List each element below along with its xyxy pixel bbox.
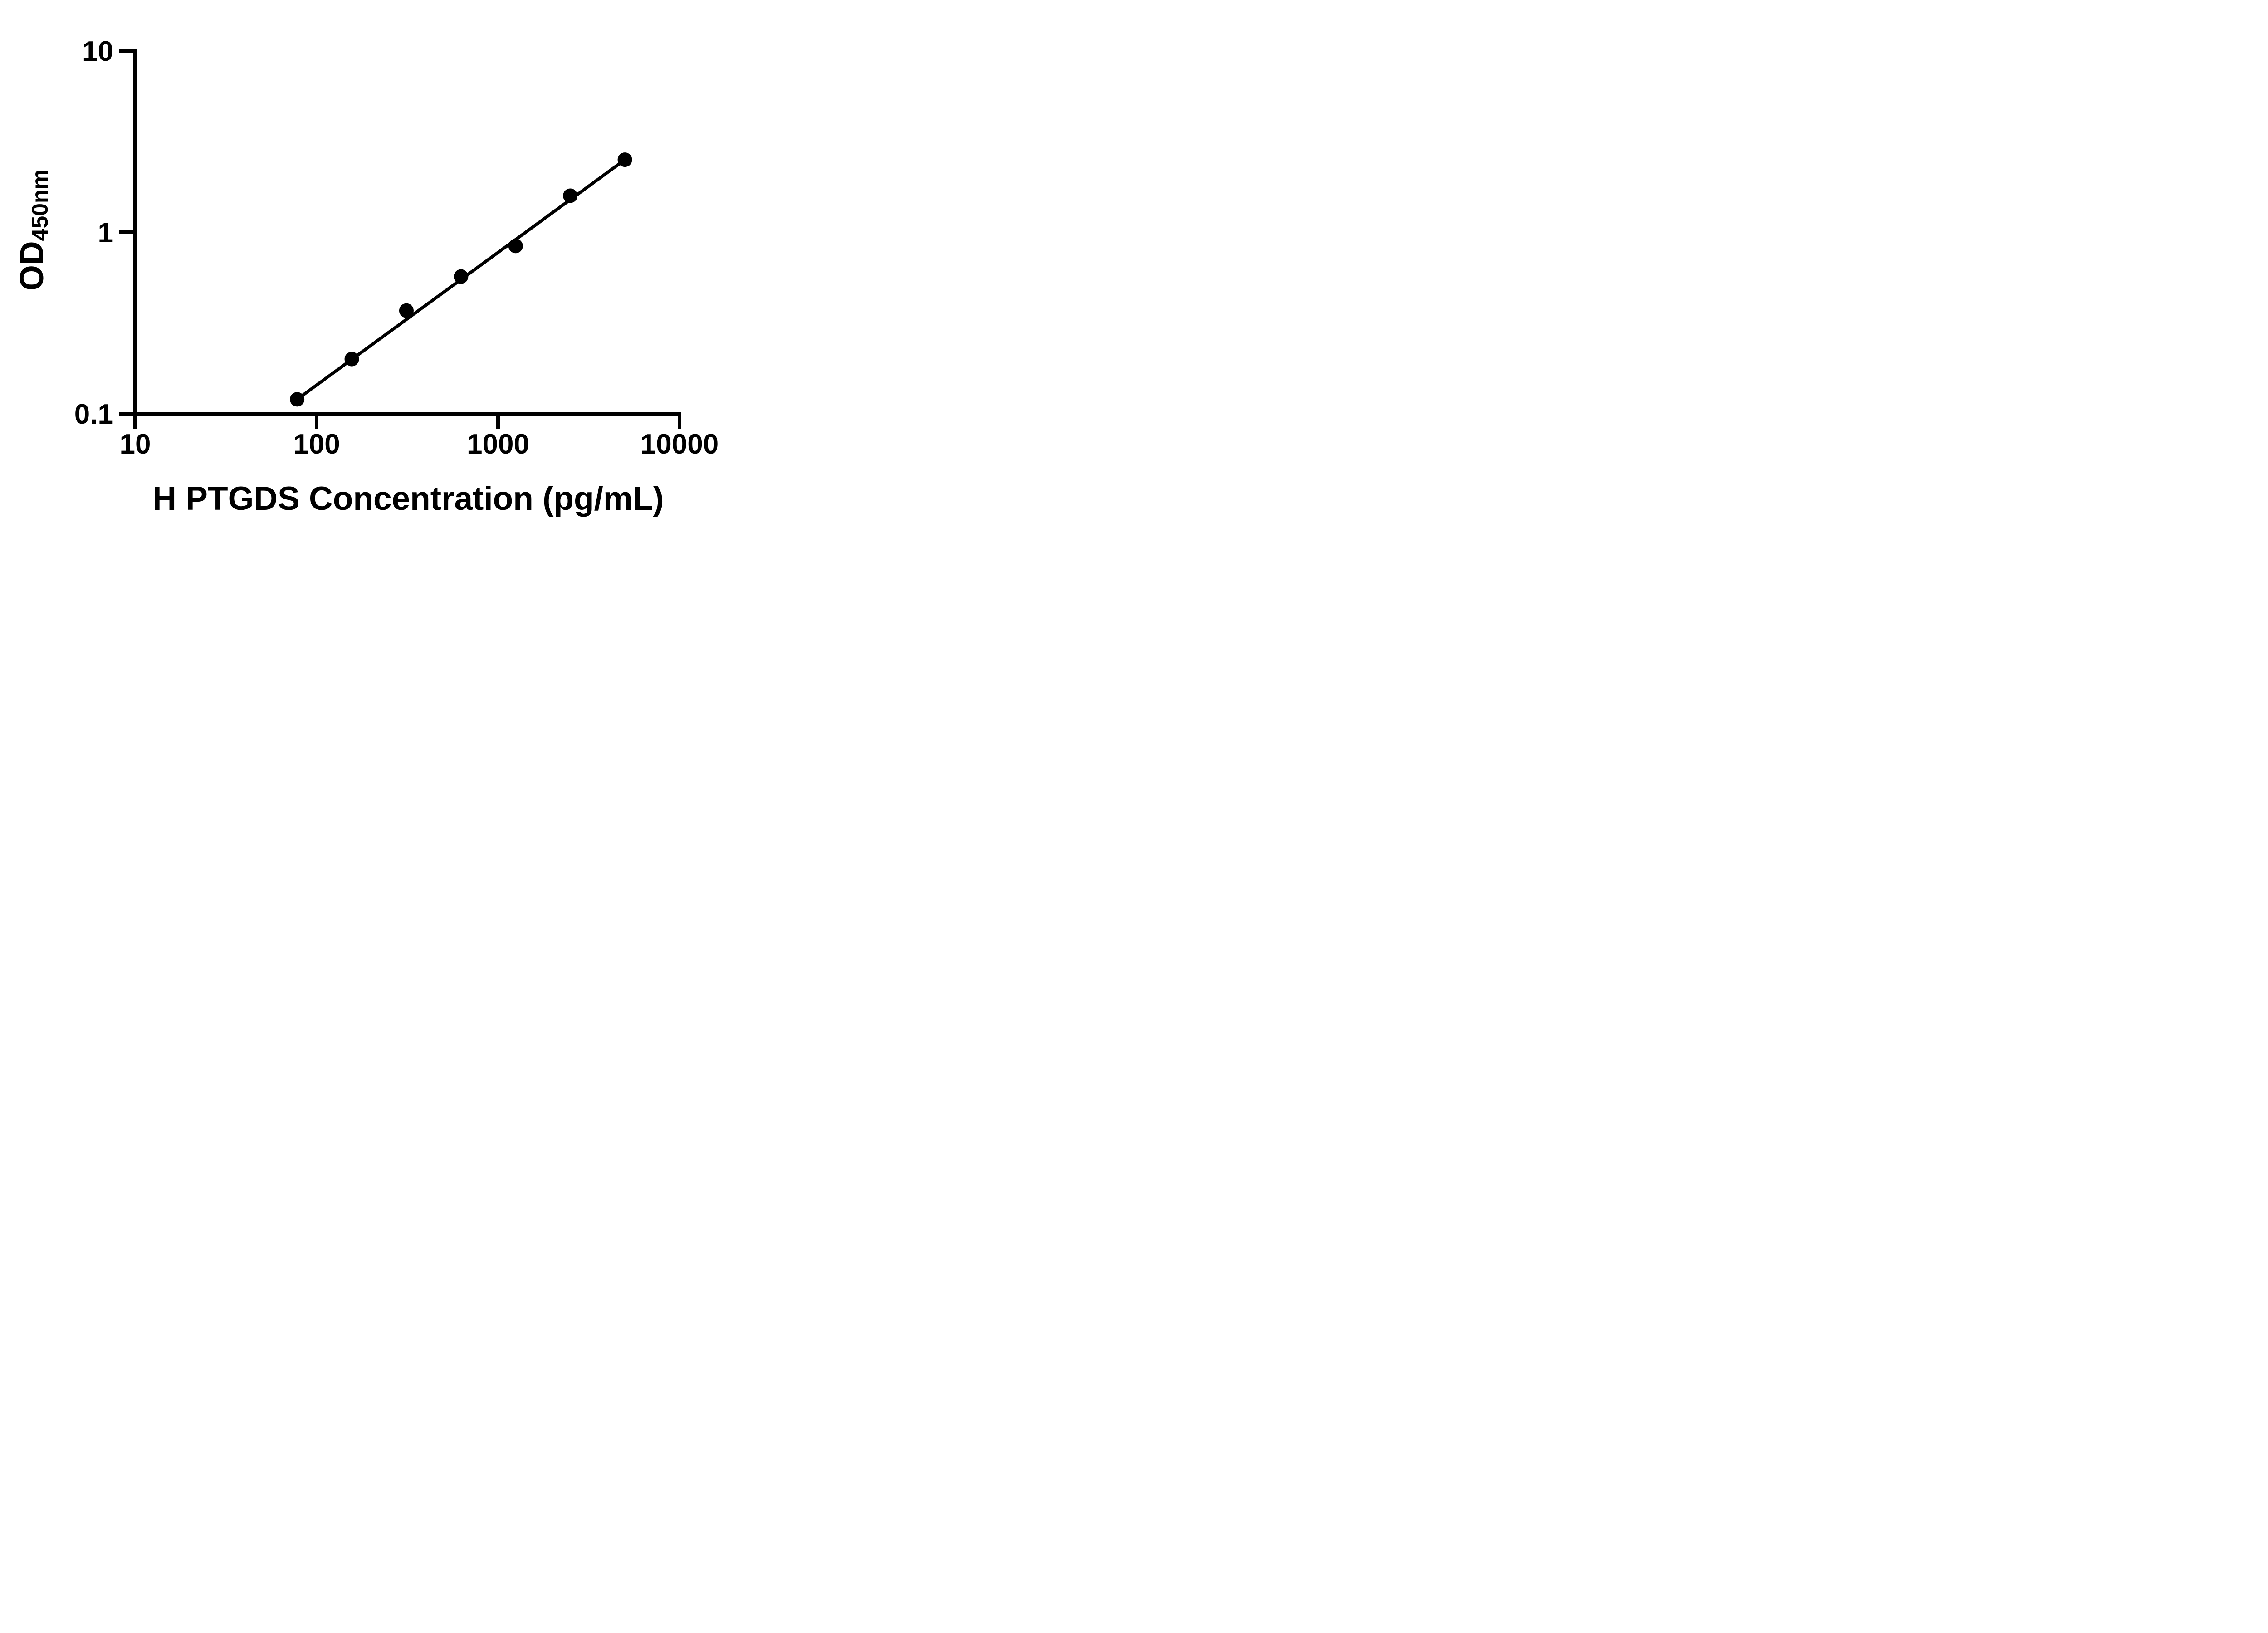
tick-marks xyxy=(119,49,681,429)
axes xyxy=(133,49,681,429)
y-tick-label: 10 xyxy=(82,36,113,67)
x-tick-label: 10000 xyxy=(640,429,719,460)
data-point xyxy=(290,392,305,407)
data-point xyxy=(344,352,359,367)
x-axis-title: H PTGDS Concentration (pg/mL) xyxy=(152,480,664,517)
data-point xyxy=(399,303,414,318)
y-tick-label: 1 xyxy=(98,217,113,249)
data-points xyxy=(290,152,632,407)
y-tick-label: 0.1 xyxy=(74,399,113,430)
y-axis-title-subscript: 450nm xyxy=(27,169,53,241)
data-point xyxy=(508,239,523,254)
x-tick-label: 10 xyxy=(120,429,151,460)
x-tick-label: 100 xyxy=(293,429,340,460)
y-axis-title-main: OD xyxy=(14,241,50,291)
data-point xyxy=(563,188,578,203)
data-point xyxy=(454,269,469,284)
y-axis-title: OD450nm xyxy=(14,169,53,291)
elisa-standard-curve-figure: 10 1 0.1 10 100 1000 10000 H PTGDS Concentrati… xyxy=(0,0,763,544)
x-tick-label: 1000 xyxy=(467,429,529,460)
data-point xyxy=(617,152,632,167)
